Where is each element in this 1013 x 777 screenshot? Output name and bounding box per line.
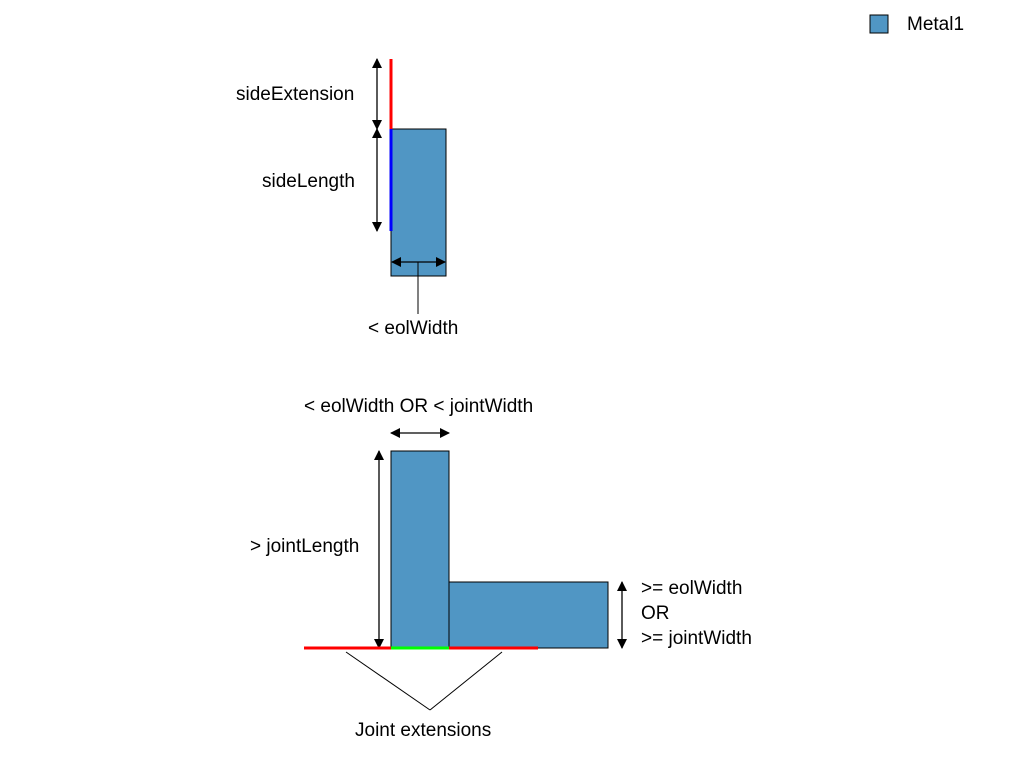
horizontal-metal-shape <box>448 581 609 649</box>
legend-label: Metal1 <box>907 14 964 35</box>
right-width-label-line3: >= jointWidth <box>641 628 752 649</box>
right-width-label-line1: >= eolWidth <box>641 578 742 599</box>
right-width-label-line2: OR <box>641 603 670 624</box>
side-extension-label: sideExtension <box>236 84 354 105</box>
eol-width-label: < eolWidth <box>368 318 458 339</box>
joint-extension-leader-right <box>429 651 503 711</box>
joint-width-label: < eolWidth OR < jointWidth <box>304 396 533 417</box>
vertical-metal-shape <box>390 450 450 649</box>
top-metal-shape <box>390 128 447 277</box>
joint-length-label: > jointLength <box>250 536 359 557</box>
joint-extensions-label: Joint extensions <box>355 720 491 741</box>
side-length-label: sideLength <box>262 171 355 192</box>
joint-extension-leader-left <box>345 651 431 711</box>
legend-swatch <box>869 14 889 34</box>
